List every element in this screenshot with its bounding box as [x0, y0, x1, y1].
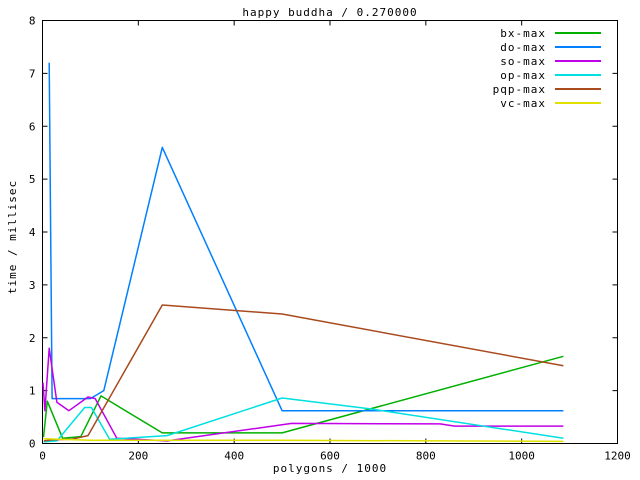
series-line-so-max [42, 347, 564, 442]
y-tick-label: 6 [29, 120, 36, 133]
series-line-pqp-max [43, 304, 564, 442]
legend-item-vc-max: vc-max [493, 96, 601, 110]
legend-line-sample [555, 88, 601, 90]
legend-line-sample [555, 46, 601, 48]
legend-label: vc-max [500, 96, 546, 110]
legend-item-pqp-max: pqp-max [493, 82, 601, 96]
y-tick-label: 0 [29, 438, 36, 451]
x-axis-label: polygons / 1000 [272, 462, 388, 475]
x-tick-label: 1200 [604, 450, 631, 463]
legend-item-do-max: do-max [493, 40, 601, 54]
legend-line-sample [555, 74, 601, 76]
series-line-op-max [43, 397, 564, 443]
legend-label: op-max [500, 68, 546, 82]
x-tick-label: 800 [416, 450, 436, 463]
x-tick-label: 0 [39, 450, 46, 463]
legend-item-so-max: so-max [493, 54, 601, 68]
chart-title: happy buddha / 0.270000 [242, 6, 418, 19]
legend-line-sample [555, 60, 601, 62]
series-line-vc-max [43, 437, 564, 443]
y-tick-label: 5 [29, 173, 36, 186]
legend-line-sample [555, 32, 601, 34]
x-tick-label: 600 [320, 450, 340, 463]
legend-item-op-max: op-max [493, 68, 601, 82]
y-tick-label: 4 [29, 226, 36, 239]
y-tick-label: 1 [29, 385, 36, 398]
legend-item-bx-max: bx-max [493, 26, 601, 40]
y-tick-label: 2 [29, 332, 36, 345]
legend-label: pqp-max [492, 82, 546, 96]
x-tick-label: 400 [224, 450, 244, 463]
legend-label: so-max [500, 54, 546, 68]
legend-label: bx-max [500, 26, 546, 40]
x-tick-label: 200 [128, 450, 148, 463]
y-tick-label: 7 [29, 67, 36, 80]
x-tick-label: 1000 [508, 450, 535, 463]
y-tick-label: 8 [29, 15, 36, 28]
series-line-bx-max [42, 355, 564, 439]
y-axis-label: time / millisec [6, 179, 19, 295]
y-tick-label: 3 [29, 279, 36, 292]
legend: bx-max do-max so-max op-max pqp-max vc-max [493, 26, 601, 110]
series-line-do-max [48, 62, 564, 412]
legend-label: do-max [500, 40, 546, 54]
legend-line-sample [555, 102, 601, 104]
